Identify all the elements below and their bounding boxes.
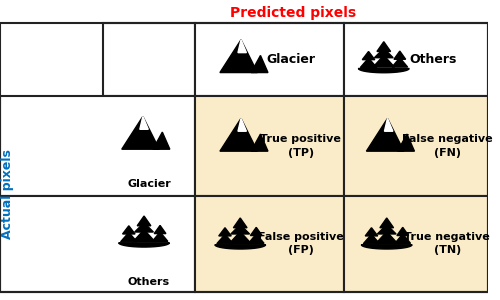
Polygon shape: [376, 232, 398, 243]
Polygon shape: [220, 40, 258, 73]
Polygon shape: [358, 68, 409, 73]
Text: False positive
(FP): False positive (FP): [258, 232, 344, 255]
Text: True positive
(TP): True positive (TP): [260, 134, 341, 158]
Bar: [344, 23, 488, 96]
Polygon shape: [215, 245, 266, 249]
Polygon shape: [364, 234, 380, 244]
Bar: [196, 196, 344, 292]
Polygon shape: [238, 118, 246, 131]
Polygon shape: [398, 134, 414, 151]
Polygon shape: [397, 227, 408, 236]
Polygon shape: [122, 226, 135, 234]
Polygon shape: [137, 216, 151, 226]
Polygon shape: [134, 223, 154, 232]
Bar: [344, 96, 488, 196]
Polygon shape: [251, 56, 268, 73]
Bar: [196, 23, 344, 96]
Bar: [102, 23, 196, 96]
Polygon shape: [154, 225, 166, 234]
Polygon shape: [120, 232, 137, 242]
Polygon shape: [365, 228, 378, 236]
Bar: [344, 196, 488, 292]
Polygon shape: [152, 232, 168, 242]
Polygon shape: [153, 132, 170, 149]
Text: True negative
(TN): True negative (TN): [404, 232, 490, 255]
Polygon shape: [377, 42, 390, 52]
Polygon shape: [234, 218, 247, 228]
Polygon shape: [250, 227, 262, 236]
Polygon shape: [378, 225, 396, 234]
Polygon shape: [374, 48, 393, 58]
Polygon shape: [238, 40, 246, 52]
Polygon shape: [230, 232, 251, 243]
Text: Others: Others: [409, 53, 457, 66]
Text: False negative
(FN): False negative (FN): [402, 134, 492, 158]
Bar: [0, 96, 196, 196]
Polygon shape: [380, 218, 394, 228]
Text: Actual pixels: Actual pixels: [2, 149, 15, 239]
Bar: [196, 96, 344, 196]
Polygon shape: [362, 245, 412, 249]
Polygon shape: [392, 58, 407, 67]
Polygon shape: [394, 51, 406, 59]
Polygon shape: [122, 116, 160, 149]
Polygon shape: [373, 56, 394, 67]
Polygon shape: [362, 52, 375, 60]
Text: Predicted pixels: Predicted pixels: [230, 6, 356, 20]
Text: Glacier: Glacier: [127, 179, 171, 189]
Polygon shape: [248, 234, 264, 243]
Polygon shape: [134, 230, 155, 242]
Polygon shape: [360, 58, 377, 68]
Polygon shape: [384, 118, 393, 131]
Polygon shape: [118, 243, 170, 247]
Text: Glacier: Glacier: [266, 53, 316, 66]
Bar: [0, 196, 196, 292]
Polygon shape: [395, 234, 410, 243]
Polygon shape: [366, 118, 404, 151]
Polygon shape: [231, 225, 250, 234]
Text: Others: Others: [128, 277, 170, 287]
Polygon shape: [217, 234, 233, 244]
Polygon shape: [140, 116, 148, 129]
Polygon shape: [220, 118, 258, 151]
Polygon shape: [218, 228, 231, 236]
Polygon shape: [251, 134, 268, 151]
